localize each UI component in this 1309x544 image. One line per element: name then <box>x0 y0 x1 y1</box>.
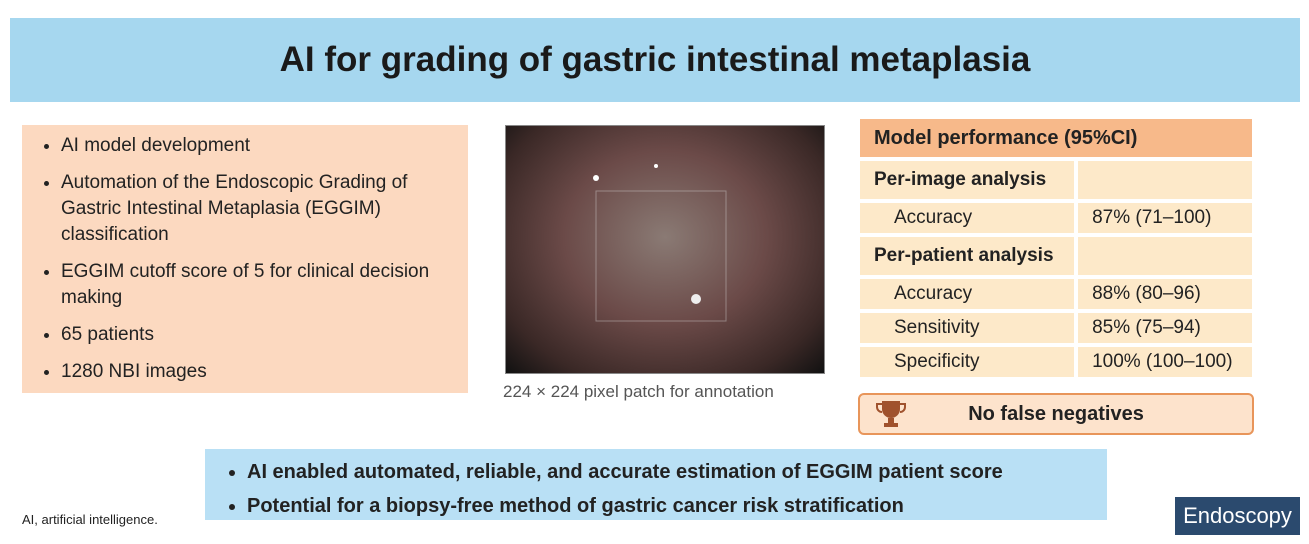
table-value <box>1074 237 1252 275</box>
spot <box>593 175 599 181</box>
image-caption: 224 × 224 pixel patch for annotation <box>503 382 774 401</box>
trophy-icon <box>876 401 906 427</box>
table-row: Accuracy 87% (71–100) <box>860 203 1252 233</box>
performance-table: Model performance (95%CI) Per-image anal… <box>860 115 1252 381</box>
conclusion-bullet: Potential for a biopsy-free method of ga… <box>247 489 1107 523</box>
patch <box>595 190 727 322</box>
study-bullet: 1280 NBI images <box>61 359 448 385</box>
table-row: Sensitivity 85% (75–94) <box>860 313 1252 343</box>
table-value: 100% (100–100) <box>1074 347 1252 377</box>
study-bullet: AI model development <box>61 133 448 159</box>
table-row: Accuracy 88% (80–96) <box>860 279 1252 309</box>
study-list: AI model development Automation of the En… <box>22 133 468 385</box>
table-label: Per-patient analysis <box>860 237 1075 275</box>
journal-logo: Endoscopy <box>1175 497 1300 535</box>
table-row: Specificity 100% (100–100) <box>860 347 1252 377</box>
table-value: 88% (80–96) <box>1074 279 1252 309</box>
table-row: Per-image analysis <box>860 161 1252 199</box>
table-label: Specificity <box>860 347 1075 377</box>
table-label: Accuracy <box>860 203 1075 233</box>
conclusions-box: AI enabled automated, reliable, and accu… <box>205 449 1107 520</box>
study-box: AI model development Automation of the En… <box>22 125 468 393</box>
title: AI for grading of gastric intestinal met… <box>10 18 1300 102</box>
footnote: AI, artificial intelligence. <box>22 512 158 527</box>
highlight-text: No false negatives <box>968 402 1144 425</box>
image-overlay <box>593 164 727 322</box>
study-bullet: 65 patients <box>61 322 448 348</box>
study-bullet: Automation of the Endoscopic Grading of … <box>61 170 448 248</box>
table-value <box>1074 161 1252 199</box>
study-bullet: EGGIM cutoff score of 5 for clinical dec… <box>61 259 448 311</box>
table-value: 87% (71–100) <box>1074 203 1252 233</box>
table-label: Per-image analysis <box>860 161 1075 199</box>
endoscopy-image <box>505 125 825 374</box>
table-label: Accuracy <box>860 279 1075 309</box>
spot <box>654 164 658 168</box>
table-row: Per-patient analysis <box>860 237 1252 275</box>
table-title: Model performance (95%CI) <box>860 119 1252 157</box>
conclusions-list: AI enabled automated, reliable, and accu… <box>205 455 1107 523</box>
table-label: Sensitivity <box>860 313 1075 343</box>
conclusion-bullet: AI enabled automated, reliable, and accu… <box>247 455 1107 489</box>
highlight: No false negatives <box>858 393 1254 435</box>
spot <box>691 294 701 304</box>
table-value: 85% (75–94) <box>1074 313 1252 343</box>
